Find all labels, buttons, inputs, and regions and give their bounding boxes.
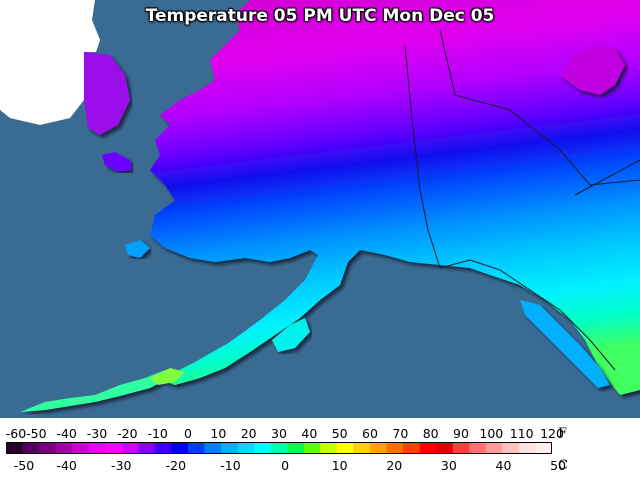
color-swatch — [55, 442, 73, 454]
color-swatch — [188, 442, 206, 454]
celsius-tick-label: 20 — [386, 458, 403, 473]
color-swatch — [353, 442, 371, 454]
color-scale-bar — [6, 442, 552, 454]
fahrenheit-tick-label: -60 — [5, 426, 27, 441]
color-swatch — [436, 442, 454, 454]
fahrenheit-tick-label: 40 — [301, 426, 318, 441]
fahrenheit-tick-label: 70 — [392, 426, 409, 441]
color-swatch — [88, 442, 106, 454]
color-swatch — [105, 442, 123, 454]
color-swatch — [22, 442, 40, 454]
color-swatch — [237, 442, 255, 454]
color-swatch — [138, 442, 156, 454]
color-swatch — [121, 442, 139, 454]
fahrenheit-tick-label: 110 — [509, 426, 534, 441]
color-swatch — [287, 442, 305, 454]
color-swatch — [452, 442, 470, 454]
color-swatch — [204, 442, 222, 454]
color-swatch — [254, 442, 272, 454]
color-swatch — [370, 442, 388, 454]
nunivak-island — [125, 240, 150, 258]
alaska-canada-border — [404, 44, 441, 269]
fahrenheit-tick-label: -30 — [86, 426, 108, 441]
aleutian-warm-spot — [150, 368, 185, 385]
celsius-tick-label: 30 — [440, 458, 457, 473]
color-swatch — [39, 442, 57, 454]
color-swatch — [469, 442, 487, 454]
color-swatch — [171, 442, 189, 454]
map-title: Temperature 05 PM UTC Mon Dec 05 — [145, 6, 495, 26]
fahrenheit-tick-label: -20 — [117, 426, 138, 441]
siberia-no-data — [0, 0, 100, 125]
panhandle-islands — [520, 300, 610, 388]
fahrenheit-tick-label: 10 — [210, 426, 227, 441]
fahrenheit-tick-label: 80 — [422, 426, 439, 441]
fahrenheit-unit: F — [558, 426, 568, 441]
aleutian-islands — [20, 370, 175, 412]
fahrenheit-tick-label: 50 — [331, 426, 348, 441]
celsius-tick-label: -10 — [220, 458, 241, 473]
celsius-tick-label: -50 — [13, 458, 35, 473]
color-swatch — [154, 442, 173, 454]
alaska-mainland — [150, 0, 640, 395]
color-swatch — [386, 442, 404, 454]
color-swatch — [72, 442, 90, 454]
st-lawrence-island — [102, 152, 132, 172]
celsius-unit: C — [558, 458, 568, 473]
kodiak-island — [272, 318, 310, 352]
celsius-tick-label: 50 — [550, 458, 567, 473]
color-swatch — [419, 442, 437, 454]
color-swatch — [518, 442, 537, 454]
color-swatch — [6, 442, 24, 454]
panhandle-border — [439, 259, 616, 371]
arctic-island — [560, 45, 625, 95]
celsius-tick-label: 40 — [495, 458, 512, 473]
celsius-tick-label: 10 — [331, 458, 348, 473]
chukotka-peninsula — [84, 52, 130, 135]
fahrenheit-tick-label: -50 — [26, 426, 47, 441]
fahrenheit-tick-label: -10 — [147, 426, 168, 441]
fahrenheit-tick-label: 60 — [362, 426, 378, 441]
fahrenheit-tick-label: 100 — [479, 426, 504, 441]
celsius-tick-label: 0 — [281, 458, 290, 473]
fahrenheit-tick-label: 120 — [540, 426, 564, 441]
fahrenheit-tick-label: -40 — [56, 426, 77, 441]
temperature-legend: -60 -50 -40 -30 -20 -10 0 10 20 30 40 50 60 70 80 90 100… — [0, 418, 640, 480]
color-swatch — [320, 442, 338, 454]
color-swatch — [336, 442, 355, 454]
yukon-nwt-border — [439, 29, 640, 186]
color-swatch — [303, 442, 321, 454]
color-swatch — [270, 442, 288, 454]
color-swatch — [403, 442, 421, 454]
color-swatch — [535, 442, 552, 454]
fahrenheit-tick-label: 20 — [240, 426, 257, 441]
color-swatch — [502, 442, 520, 454]
fahrenheit-tick-label: 30 — [271, 426, 287, 441]
celsius-tick-label: -40 — [56, 458, 77, 473]
bc-border — [574, 159, 640, 196]
celsius-tick-label: -30 — [111, 458, 132, 473]
color-scale-outline — [6, 442, 552, 454]
celsius-tick-label: -20 — [165, 458, 187, 473]
color-swatch — [485, 442, 503, 454]
fahrenheit-tick-label: 0 — [184, 426, 192, 441]
color-swatch — [221, 442, 239, 454]
fahrenheit-tick-label: 90 — [453, 426, 469, 441]
temperature-map — [0, 0, 640, 418]
